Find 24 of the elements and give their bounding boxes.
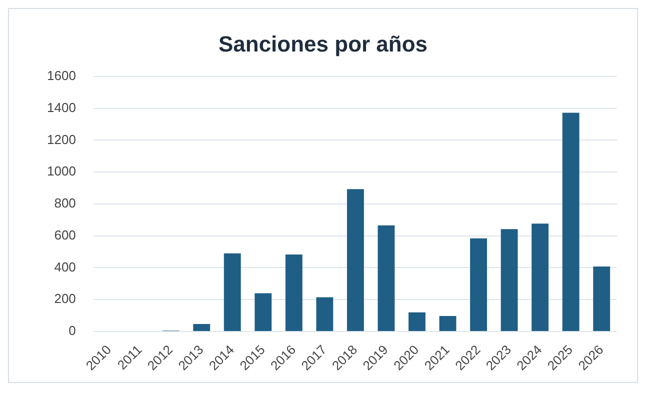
y-tick-label: 0 <box>68 323 76 338</box>
bar <box>470 238 487 332</box>
bar <box>408 312 426 332</box>
bar <box>439 316 456 332</box>
bar <box>193 324 210 332</box>
y-tick-label: 1200 <box>47 132 76 147</box>
y-tick-label: 200 <box>54 291 76 306</box>
bar <box>254 293 272 332</box>
y-tick-label: 1600 <box>47 68 76 83</box>
bar <box>593 266 610 332</box>
bar <box>316 297 334 332</box>
y-tick-label: 400 <box>54 259 76 274</box>
bar <box>224 253 241 332</box>
bar <box>532 224 549 332</box>
bar <box>562 112 580 332</box>
y-tick-label: 800 <box>54 196 76 211</box>
y-tick-label: 1400 <box>47 100 76 115</box>
bar <box>500 229 518 332</box>
y-tick-label: 1000 <box>47 164 76 179</box>
chart-title: Sanciones por años <box>218 31 428 56</box>
bar <box>378 225 395 332</box>
y-tick-label: 600 <box>54 227 76 242</box>
bar <box>285 254 302 332</box>
bar <box>347 189 364 332</box>
